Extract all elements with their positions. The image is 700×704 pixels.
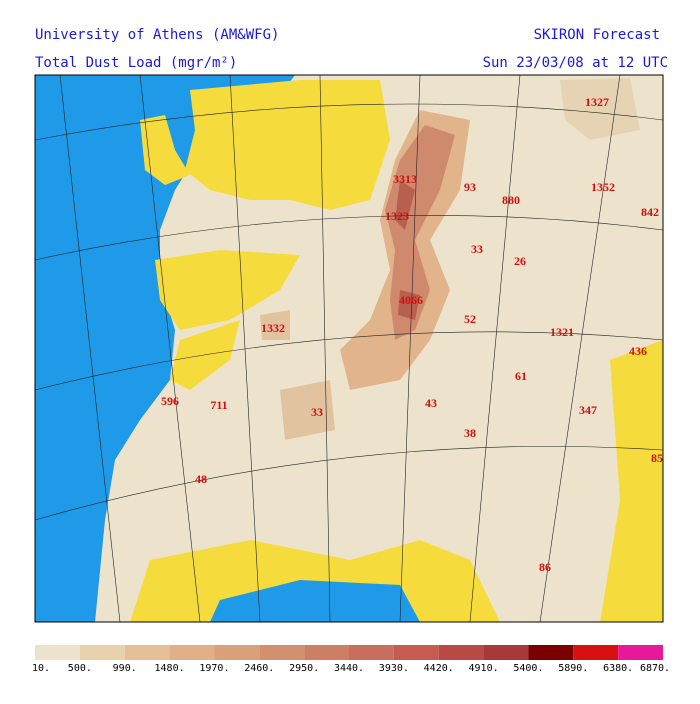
- map-label: 33: [471, 242, 483, 256]
- colorbar-swatch: [79, 645, 125, 660]
- colorbar-label: 6870.: [640, 663, 670, 674]
- map-label: 1327: [585, 95, 609, 109]
- map-label: 1323: [385, 209, 409, 223]
- colorbar-label: 2950.: [289, 663, 319, 674]
- dust-core: [385, 125, 455, 340]
- map-label: 61: [515, 369, 527, 383]
- region: [155, 250, 300, 330]
- map-label: 48: [195, 472, 207, 486]
- institution: University of Athens (AM&WFG): [35, 27, 279, 43]
- colorbar-label: 1480.: [155, 663, 185, 674]
- dust-max: [395, 180, 420, 320]
- ocean: [35, 75, 295, 622]
- colorbar-swatch: [573, 645, 619, 660]
- colorbar-swatch: [618, 645, 663, 660]
- colorbar-swatch: [349, 645, 394, 660]
- map-label: 880: [502, 193, 520, 207]
- map: [34, 74, 664, 623]
- colorbar-label: 500.: [68, 663, 92, 674]
- map-label: 85: [651, 451, 663, 465]
- colorbar-label: 1970.: [199, 663, 229, 674]
- colorbar-swatch: [438, 645, 484, 660]
- colorbar-label: 2460.: [244, 663, 274, 674]
- colorbar-swatch: [528, 645, 574, 660]
- map-label: 26: [514, 254, 526, 268]
- map-label: 1321: [550, 325, 574, 339]
- map-label: 93: [464, 180, 476, 194]
- colorbar-swatch: [124, 645, 170, 660]
- colorbar-label: 10.: [32, 663, 50, 674]
- colorbar-label: 990.: [113, 663, 137, 674]
- dust-area: [260, 310, 335, 440]
- map-label: 842: [641, 205, 659, 219]
- dust-area: [560, 78, 640, 140]
- grid: [35, 75, 663, 622]
- colorbar-swatch: [214, 645, 260, 660]
- map-label: 1332: [261, 321, 285, 335]
- region: [140, 115, 190, 185]
- colorbar-swatch: [304, 645, 349, 660]
- colorbar-label: 4420.: [424, 663, 454, 674]
- map-label: 596: [161, 394, 179, 408]
- colorbar-label: 5890.: [558, 663, 588, 674]
- map-label: 711: [210, 398, 227, 412]
- colorbar-swatch: [259, 645, 305, 660]
- colorbar-label: 4910.: [469, 663, 499, 674]
- lake: [210, 580, 420, 622]
- product: SKIRON Forecast: [534, 27, 660, 43]
- colorbar-swatch: [393, 645, 439, 660]
- map-label: 3313: [393, 172, 417, 186]
- region: [185, 80, 390, 210]
- map-label: 52: [464, 312, 476, 326]
- colorbar-swatch: [169, 645, 215, 660]
- colorbar-swatch: [35, 645, 80, 660]
- map-label: 33: [311, 405, 323, 419]
- colorbar-label: 3440.: [334, 663, 364, 674]
- region: [600, 340, 663, 622]
- colorbar-label: 3930.: [379, 663, 409, 674]
- field: Total Dust Load (mgr/m²): [35, 55, 237, 71]
- map-label: 43: [425, 396, 437, 410]
- map-label: 347: [579, 403, 597, 417]
- map-label: 4066: [399, 293, 423, 307]
- map-frame: [34, 74, 664, 623]
- colorbar-swatch: [483, 645, 529, 660]
- valid-time: Sun 23/03/08 at 12 UTC: [483, 55, 668, 71]
- map-label: 1352: [591, 180, 615, 194]
- map-label: 86: [539, 560, 551, 574]
- colorbar: 10. 500. 990. 1480. 1970. 2460. 2950. 3440. 3930…: [32, 645, 670, 674]
- map-label: 436: [629, 344, 647, 358]
- colorbar-label: 5400.: [513, 663, 543, 674]
- map-label: 38: [464, 426, 476, 440]
- colorbar-label: 6380.: [603, 663, 633, 674]
